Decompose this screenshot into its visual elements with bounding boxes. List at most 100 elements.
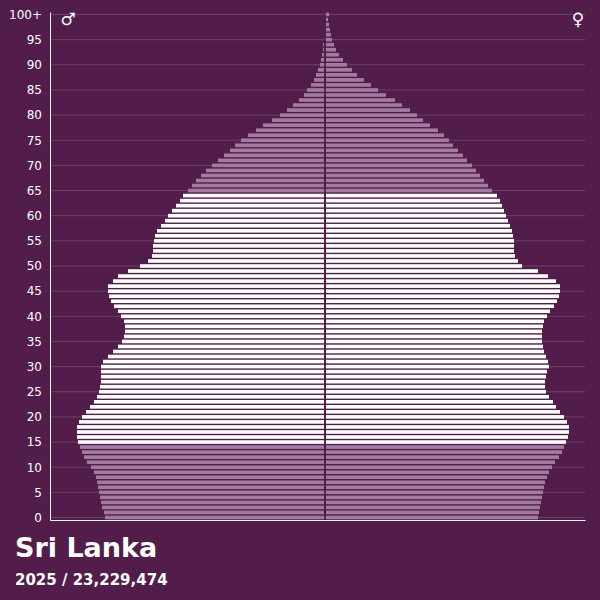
bar [326, 113, 417, 117]
bar [326, 309, 550, 313]
bar [99, 390, 324, 394]
bar [122, 340, 324, 344]
grid-line [50, 64, 585, 65]
bar [326, 496, 542, 500]
bar [326, 455, 559, 459]
x-axis-line [51, 520, 586, 521]
y-tick: 55 [27, 234, 50, 248]
bar [280, 113, 324, 117]
bar [124, 320, 324, 324]
bar [94, 470, 324, 474]
bar [323, 48, 324, 52]
grid-line [50, 14, 585, 15]
bar [326, 209, 504, 213]
bar [326, 48, 336, 52]
bar [320, 63, 324, 67]
bar [326, 274, 548, 278]
bar [82, 415, 324, 419]
bar [326, 98, 395, 102]
bar [172, 209, 324, 213]
bar [326, 53, 339, 57]
bar [125, 330, 324, 334]
bar [326, 78, 364, 82]
bar [321, 58, 324, 62]
bar [101, 380, 324, 384]
y-tick: 90 [27, 58, 50, 72]
bar [91, 465, 324, 469]
x-axis [51, 520, 586, 521]
bar [326, 138, 449, 142]
bar [113, 350, 324, 354]
y-tick: 20 [27, 410, 50, 424]
bar [241, 138, 324, 142]
y-tick: 75 [27, 134, 50, 148]
y-tick-label: 50 [27, 259, 42, 273]
grid-line [50, 39, 585, 40]
title: Sri Lanka [15, 532, 157, 563]
bar [326, 405, 556, 409]
bar [86, 410, 324, 414]
bar [324, 28, 325, 32]
bar [326, 23, 329, 27]
bar [101, 370, 324, 374]
bar [326, 430, 569, 434]
bar [326, 118, 423, 122]
bar [326, 169, 476, 173]
bar [326, 506, 540, 510]
bar [111, 299, 324, 303]
bar [326, 63, 347, 67]
y-tick-label: 65 [27, 184, 42, 198]
bar [326, 475, 547, 479]
bar [82, 450, 324, 454]
bar [326, 164, 472, 168]
background [0, 0, 600, 600]
bar [326, 159, 467, 163]
bar [224, 154, 324, 158]
bar [326, 194, 497, 198]
bar [326, 501, 541, 505]
bar [326, 18, 328, 22]
bar [326, 440, 566, 444]
bar [299, 98, 324, 102]
y-tick-label: 75 [27, 134, 42, 148]
bar [326, 123, 430, 127]
bar [326, 284, 560, 288]
bar [326, 380, 545, 384]
y-tick: 25 [27, 385, 50, 399]
bar [326, 425, 569, 429]
bar [326, 350, 544, 354]
bar [326, 68, 352, 72]
bar [118, 274, 324, 278]
bar [114, 304, 324, 308]
bars-right [326, 13, 569, 520]
bar [103, 360, 324, 364]
y-tick: 35 [27, 335, 50, 349]
bar [326, 289, 560, 293]
bar [326, 88, 378, 92]
y-tick: 50 [27, 259, 50, 273]
bar [113, 279, 324, 283]
bar [326, 73, 357, 77]
bar [183, 194, 324, 198]
bar [326, 199, 500, 203]
bar [77, 430, 324, 434]
bar [326, 264, 522, 268]
grid [50, 15, 585, 518]
bar [176, 204, 324, 208]
bar [326, 470, 549, 474]
bar [108, 284, 324, 288]
bar [94, 400, 324, 404]
bar [326, 279, 556, 283]
bar [326, 33, 331, 37]
bar [326, 58, 343, 62]
bar [326, 330, 542, 334]
bar [326, 184, 488, 188]
bar [84, 455, 324, 459]
bar [326, 28, 330, 32]
y-tick-label: 45 [27, 284, 42, 298]
bar [326, 149, 458, 153]
bar [324, 18, 325, 22]
y-tick: 0 [34, 511, 50, 525]
bar [118, 309, 324, 313]
bar [196, 179, 324, 183]
